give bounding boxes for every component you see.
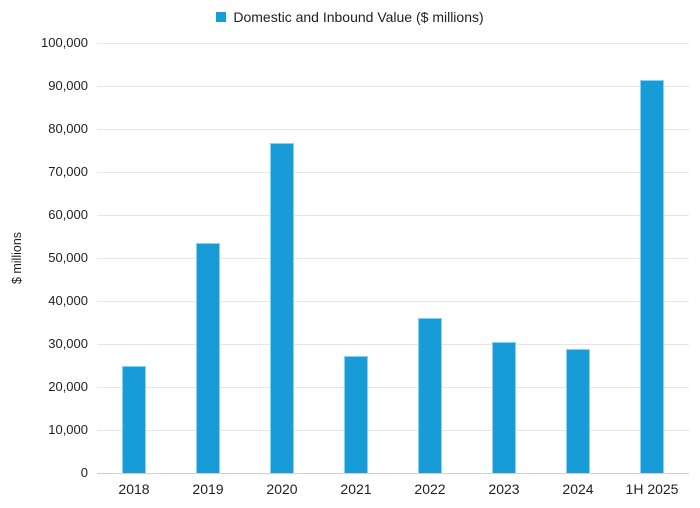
bar-2024	[566, 349, 590, 473]
gridline	[97, 344, 689, 345]
bar-2023	[492, 341, 516, 473]
y-tick-label: 10,000	[48, 422, 88, 437]
legend: Domestic and Inbound Value ($ millions)	[0, 9, 700, 25]
bar-2019	[196, 242, 220, 473]
gridline	[97, 387, 689, 388]
y-tick-label: 40,000	[48, 293, 88, 308]
y-tick-label: 60,000	[48, 207, 88, 222]
gridline	[97, 430, 689, 431]
bar-1h-2025	[640, 79, 664, 473]
x-tick-label: 2022	[414, 481, 446, 497]
bar-2018	[122, 365, 146, 473]
gridline	[97, 172, 689, 173]
gridline	[97, 301, 689, 302]
x-tick-label: 2020	[266, 481, 298, 497]
y-tick-label: 90,000	[48, 78, 88, 93]
x-tick-label: 2024	[562, 481, 594, 497]
y-tick-label: 100,000	[41, 35, 88, 50]
gridline	[97, 215, 689, 216]
gridline	[97, 129, 689, 130]
y-tick-label: 80,000	[48, 121, 88, 136]
gridline	[97, 258, 689, 259]
x-tick-label: 2019	[192, 481, 224, 497]
bar-2020	[270, 142, 294, 473]
gridline	[97, 86, 689, 87]
x-tick-label: 2021	[340, 481, 372, 497]
y-tick-label: 50,000	[48, 250, 88, 265]
x-tick-label: 1H 2025	[625, 481, 679, 497]
x-tick-label: 2018	[118, 481, 150, 497]
legend-label: Domestic and Inbound Value ($ millions)	[233, 9, 484, 25]
y-tick-label: 30,000	[48, 336, 88, 351]
bar-2022	[418, 318, 442, 473]
plot-area	[97, 43, 689, 474]
y-tick-label: 20,000	[48, 379, 88, 394]
y-tick-label: 0	[80, 465, 88, 480]
gridline	[97, 43, 689, 44]
bar-2021	[344, 356, 368, 473]
x-axis-line	[97, 473, 689, 474]
legend-marker-icon	[216, 12, 227, 22]
x-tick-label: 2023	[488, 481, 520, 497]
y-tick-label: 70,000	[48, 164, 88, 179]
